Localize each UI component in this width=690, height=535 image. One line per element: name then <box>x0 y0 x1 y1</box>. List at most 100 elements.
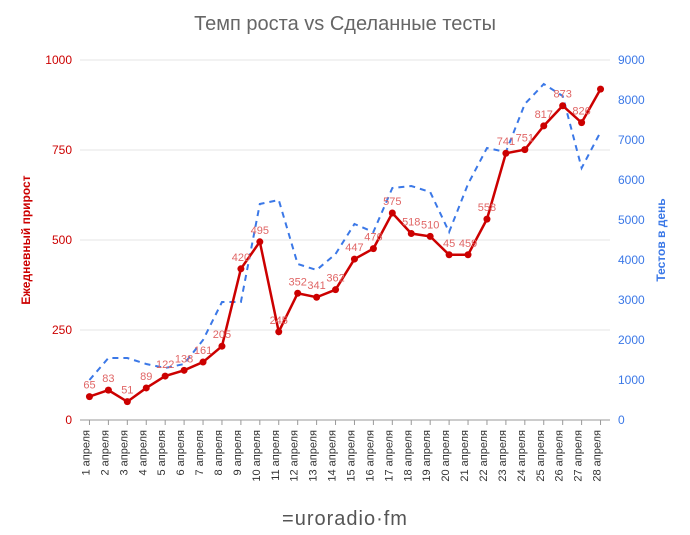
growth-marker <box>313 294 320 301</box>
growth-marker <box>237 265 244 272</box>
growth-data-label: 873 <box>553 89 571 101</box>
growth-marker <box>540 122 547 129</box>
growth-data-label: 122 <box>156 359 174 371</box>
growth-data-label: 89 <box>140 371 152 383</box>
x-tick-label: 18 апреля <box>402 430 414 482</box>
y-left-label: Ежедневный прирост <box>19 175 33 304</box>
x-tick-label: 5 апреля <box>156 430 168 476</box>
growth-marker <box>275 328 282 335</box>
y-right-tick: 0 <box>618 413 625 427</box>
x-tick-label: 16 апреля <box>364 430 376 482</box>
growth-marker <box>408 230 415 237</box>
growth-marker <box>389 210 396 217</box>
x-tick-label: 26 апреля <box>554 430 566 482</box>
growth-marker <box>162 373 169 380</box>
x-tick-label: 24 апреля <box>516 430 528 482</box>
growth-data-label: 741 <box>497 136 515 148</box>
growth-data-label: 205 <box>213 329 231 341</box>
growth-data-label: 558 <box>478 202 496 214</box>
growth-data-label: 459 <box>459 238 477 250</box>
growth-data-label: 341 <box>307 280 325 292</box>
growth-marker <box>521 146 528 153</box>
y-right-tick: 4000 <box>618 253 645 267</box>
x-tick-label: 20 апреля <box>440 430 452 482</box>
growth-vs-tests-chart: Темп роста vs Сделанные тесты02505007501… <box>0 0 690 535</box>
growth-data-label: 83 <box>102 373 114 385</box>
growth-data-label: 138 <box>175 353 193 365</box>
growth-marker <box>578 119 585 126</box>
tests-line <box>89 84 600 380</box>
growth-marker <box>483 216 490 223</box>
growth-data-label: 51 <box>121 385 133 397</box>
y-left-tick: 1000 <box>45 53 72 67</box>
growth-marker <box>256 238 263 245</box>
x-tick-label: 13 апреля <box>308 430 320 482</box>
x-tick-label: 11 апреля <box>270 430 282 481</box>
growth-data-label: 65 <box>83 380 95 392</box>
growth-marker <box>294 290 301 297</box>
y-right-tick: 2000 <box>618 333 645 347</box>
growth-data-label: 751 <box>516 133 534 145</box>
growth-data-label: 161 <box>194 345 212 357</box>
chart-container: Темп роста vs Сделанные тесты02505007501… <box>0 0 690 535</box>
growth-marker <box>181 367 188 374</box>
x-tick-label: 15 апреля <box>345 430 357 482</box>
growth-marker <box>218 343 225 350</box>
growth-marker <box>370 245 377 252</box>
x-tick-label: 6 апреля <box>175 430 187 476</box>
x-tick-label: 9 апреля <box>232 430 244 476</box>
x-tick-label: 27 апреля <box>573 430 585 482</box>
y-left-tick: 0 <box>65 413 72 427</box>
x-tick-label: 8 апреля <box>213 430 225 476</box>
growth-data-label: 447 <box>345 242 363 254</box>
y-right-tick: 8000 <box>618 93 645 107</box>
y-right-tick: 7000 <box>618 133 645 147</box>
x-tick-label: 14 апреля <box>327 430 339 482</box>
x-tick-label: 3 апреля <box>118 430 130 476</box>
x-tick-label: 25 апреля <box>535 430 547 482</box>
y-right-tick: 6000 <box>618 173 645 187</box>
x-tick-label: 1 апреля <box>80 430 92 476</box>
growth-data-label: 45 <box>443 238 455 250</box>
x-tick-label: 17 апреля <box>383 430 395 482</box>
growth-data-label: 362 <box>326 273 344 285</box>
y-right-tick: 3000 <box>618 293 645 307</box>
growth-data-label: 476 <box>364 232 382 244</box>
y-right-label: Тестов в день <box>654 198 668 281</box>
y-right-tick: 1000 <box>618 373 645 387</box>
x-tick-label: 10 апреля <box>251 430 263 482</box>
x-tick-label: 4 апреля <box>137 430 149 476</box>
y-right-tick: 5000 <box>618 213 645 227</box>
growth-marker <box>351 256 358 263</box>
x-tick-label: 28 апреля <box>592 430 604 482</box>
y-left-tick: 250 <box>52 323 72 337</box>
growth-marker <box>143 384 150 391</box>
y-left-tick: 750 <box>52 143 72 157</box>
x-tick-label: 19 апреля <box>421 430 433 482</box>
growth-marker <box>332 286 339 293</box>
growth-marker <box>427 233 434 240</box>
x-tick-label: 22 апреля <box>478 430 490 482</box>
x-tick-label: 21 апреля <box>459 430 471 482</box>
x-tick-label: 2 апреля <box>99 430 111 476</box>
growth-data-label: 826 <box>572 106 590 118</box>
growth-marker <box>105 387 112 394</box>
growth-marker <box>200 359 207 366</box>
x-tick-label: 7 апреля <box>194 430 206 476</box>
footer-brand: =uroradio·fm <box>282 508 408 530</box>
growth-data-label: 245 <box>270 315 288 327</box>
growth-marker <box>465 251 472 258</box>
growth-marker <box>124 398 131 405</box>
growth-data-label: 495 <box>251 225 269 237</box>
growth-data-label: 817 <box>535 109 553 121</box>
x-tick-label: 23 апреля <box>497 430 509 482</box>
growth-marker <box>559 102 566 109</box>
growth-data-label: 352 <box>288 276 306 288</box>
growth-marker <box>502 150 509 157</box>
growth-marker <box>446 251 453 258</box>
y-right-tick: 9000 <box>618 53 645 67</box>
growth-data-label: 575 <box>383 196 401 208</box>
growth-data-label: 510 <box>421 219 439 231</box>
growth-data-label: 420 <box>232 252 250 264</box>
growth-marker <box>86 393 93 400</box>
